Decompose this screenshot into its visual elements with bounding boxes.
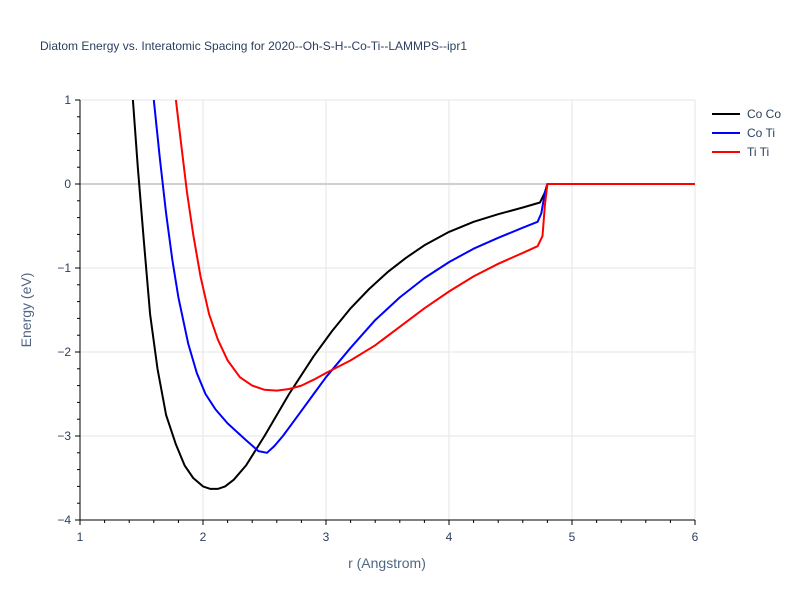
x-tick-label: 5	[569, 530, 576, 544]
legend-label: Co Co	[747, 107, 781, 121]
y-tick-label: 0	[64, 177, 71, 191]
legend-label: Ti Ti	[747, 145, 769, 159]
y-tick-label: −3	[57, 429, 71, 443]
series-lines	[131, 100, 695, 490]
series-line-co-co	[131, 100, 695, 490]
x-tick-label: 1	[77, 530, 84, 544]
x-tick-label: 4	[446, 530, 453, 544]
y-axis-title: Energy (eV)	[18, 273, 34, 348]
x-tick-labels: 1 2 3 4 5 6	[77, 530, 699, 544]
grid	[80, 99, 696, 520]
y-tick-label: −4	[57, 513, 71, 527]
chart-title: Diatom Energy vs. Interatomic Spacing fo…	[40, 39, 467, 53]
legend-item-co-ti[interactable]: Co Ti	[712, 126, 775, 140]
legend-item-ti-ti[interactable]: Ti Ti	[712, 145, 769, 159]
legend-label: Co Ti	[747, 126, 775, 140]
y-tick-label: −2	[57, 345, 71, 359]
x-tick-label: 6	[692, 530, 699, 544]
legend-item-co-co[interactable]: Co Co	[712, 107, 781, 121]
series-line-co-ti	[152, 100, 695, 454]
series-line-ti-ti	[174, 100, 695, 392]
x-axis-title: r (Angstrom)	[348, 555, 426, 571]
x-tick-label: 2	[200, 530, 207, 544]
axes	[75, 99, 696, 525]
y-tick-label: −1	[57, 261, 71, 275]
legend[interactable]: Co Co Co Ti Ti Ti	[712, 107, 781, 159]
x-tick-label: 3	[323, 530, 330, 544]
y-tick-labels: 1 0 −1 −2 −3 −4	[57, 93, 71, 527]
y-tick-label: 1	[64, 93, 71, 107]
